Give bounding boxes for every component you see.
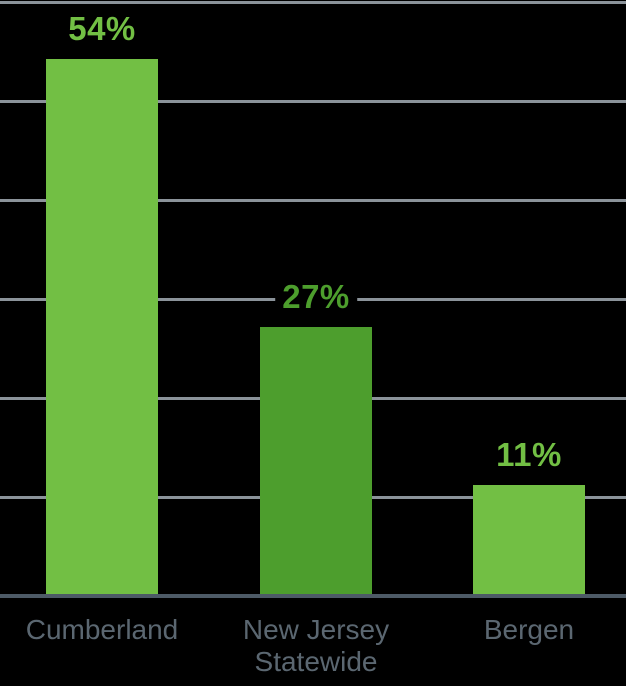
value-label: 11% <box>489 435 569 476</box>
bar-new-jersey-statewide <box>260 326 372 594</box>
bar-cumberland <box>46 59 158 594</box>
gridline <box>0 99 626 103</box>
value-label: 54% <box>61 9 143 50</box>
x-axis-label: Bergen <box>483 614 575 645</box>
bar-bergen <box>473 485 585 594</box>
gridline <box>0 0 626 4</box>
x-axis-line <box>0 594 626 598</box>
x-axis-label: New Jersey Statewide <box>242 614 390 677</box>
value-label: 27% <box>275 276 357 317</box>
plot-area: 54% 27% 11% <box>0 0 626 598</box>
x-axis-label: Cumberland <box>25 614 179 645</box>
gridline <box>0 198 626 202</box>
